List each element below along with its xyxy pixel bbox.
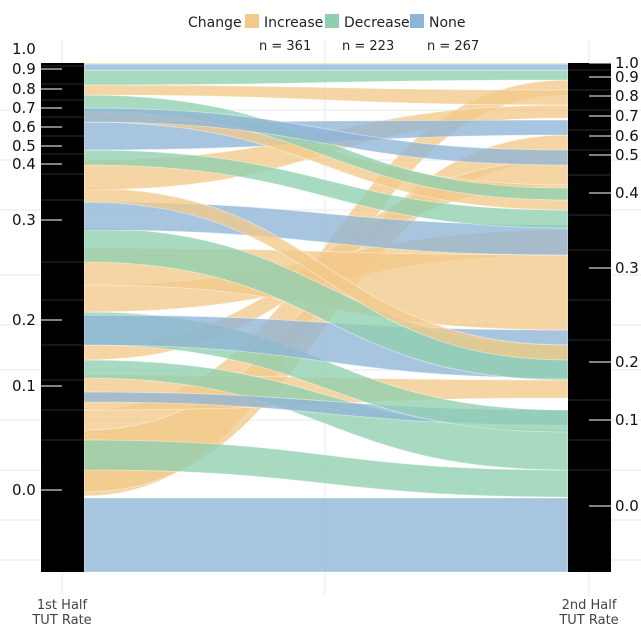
left-tick-label: 0.1 — [12, 377, 36, 395]
right-tick-label: 0.8 — [615, 87, 639, 105]
right-tick-label: 0.2 — [615, 353, 639, 371]
right-tick-label: 0.6 — [615, 127, 639, 145]
legend-swatch-increase — [245, 14, 259, 28]
legend-title: Change — [188, 15, 242, 31]
left-tick-label: 0.5 — [12, 137, 36, 155]
left-tick-label: 0.2 — [12, 311, 36, 329]
legend-label-none: None — [429, 15, 466, 31]
left-axis-label-line1: 1st Half — [37, 598, 88, 613]
left-tick-label: 0.7 — [12, 99, 36, 117]
left-tick-label: 1.0 — [12, 40, 36, 58]
left-stratum — [41, 63, 84, 572]
left-tick-label: 0.0 — [12, 481, 36, 499]
count-increase: n = 361 — [259, 39, 311, 54]
flows — [83, 62, 569, 573]
left-tick-label: 0.8 — [12, 80, 36, 98]
legend-swatch-none — [410, 14, 424, 28]
right-tick-label: 0.0 — [615, 497, 639, 515]
right-tick-label: 0.7 — [615, 107, 639, 125]
right-tick-label: 0.3 — [615, 259, 639, 277]
count-none: n = 267 — [427, 39, 479, 54]
left-tick-label: 0.6 — [12, 118, 36, 136]
flow-band-none — [83, 497, 569, 573]
right-tick-label: 0.1 — [615, 411, 639, 429]
flow-band-decrease — [83, 69, 569, 86]
right-tick-label: 1.0 — [615, 54, 639, 72]
legend-label-increase: Increase — [264, 15, 323, 31]
right-tick-labels: 1.00.90.8 0.7 0.60.5 0.4 0.3 0.2 0.1 0.0 — [615, 54, 639, 515]
right-tick-label: 0.9 — [615, 68, 639, 86]
right-tick-label: 0.5 — [615, 146, 639, 164]
left-tick-labels: 1.0 0.9 0.80.70.60.50.4 0.3 0.2 0.1 0.0 — [12, 40, 36, 499]
legend: Change Increase Decrease None n = 361 n … — [188, 14, 479, 54]
flow-band-increase — [83, 62, 569, 65]
right-axis-label-line1: 2nd Half — [562, 598, 617, 613]
left-tick-label: 0.3 — [12, 211, 36, 229]
legend-label-decrease: Decrease — [344, 15, 410, 31]
left-axis-label-line2: TUT Rate — [31, 613, 91, 627]
count-decrease: n = 223 — [342, 39, 394, 54]
left-tick-label: 0.4 — [12, 155, 36, 173]
right-stratum — [568, 63, 611, 572]
legend-swatch-decrease — [325, 14, 339, 28]
right-axis-label-line2: TUT Rate — [558, 613, 618, 627]
left-tick-label: 0.9 — [12, 60, 36, 78]
flow-band-none — [83, 63, 569, 71]
left-ticks — [41, 48, 62, 491]
right-ticks — [589, 62, 611, 507]
right-tick-label: 0.4 — [615, 184, 639, 202]
